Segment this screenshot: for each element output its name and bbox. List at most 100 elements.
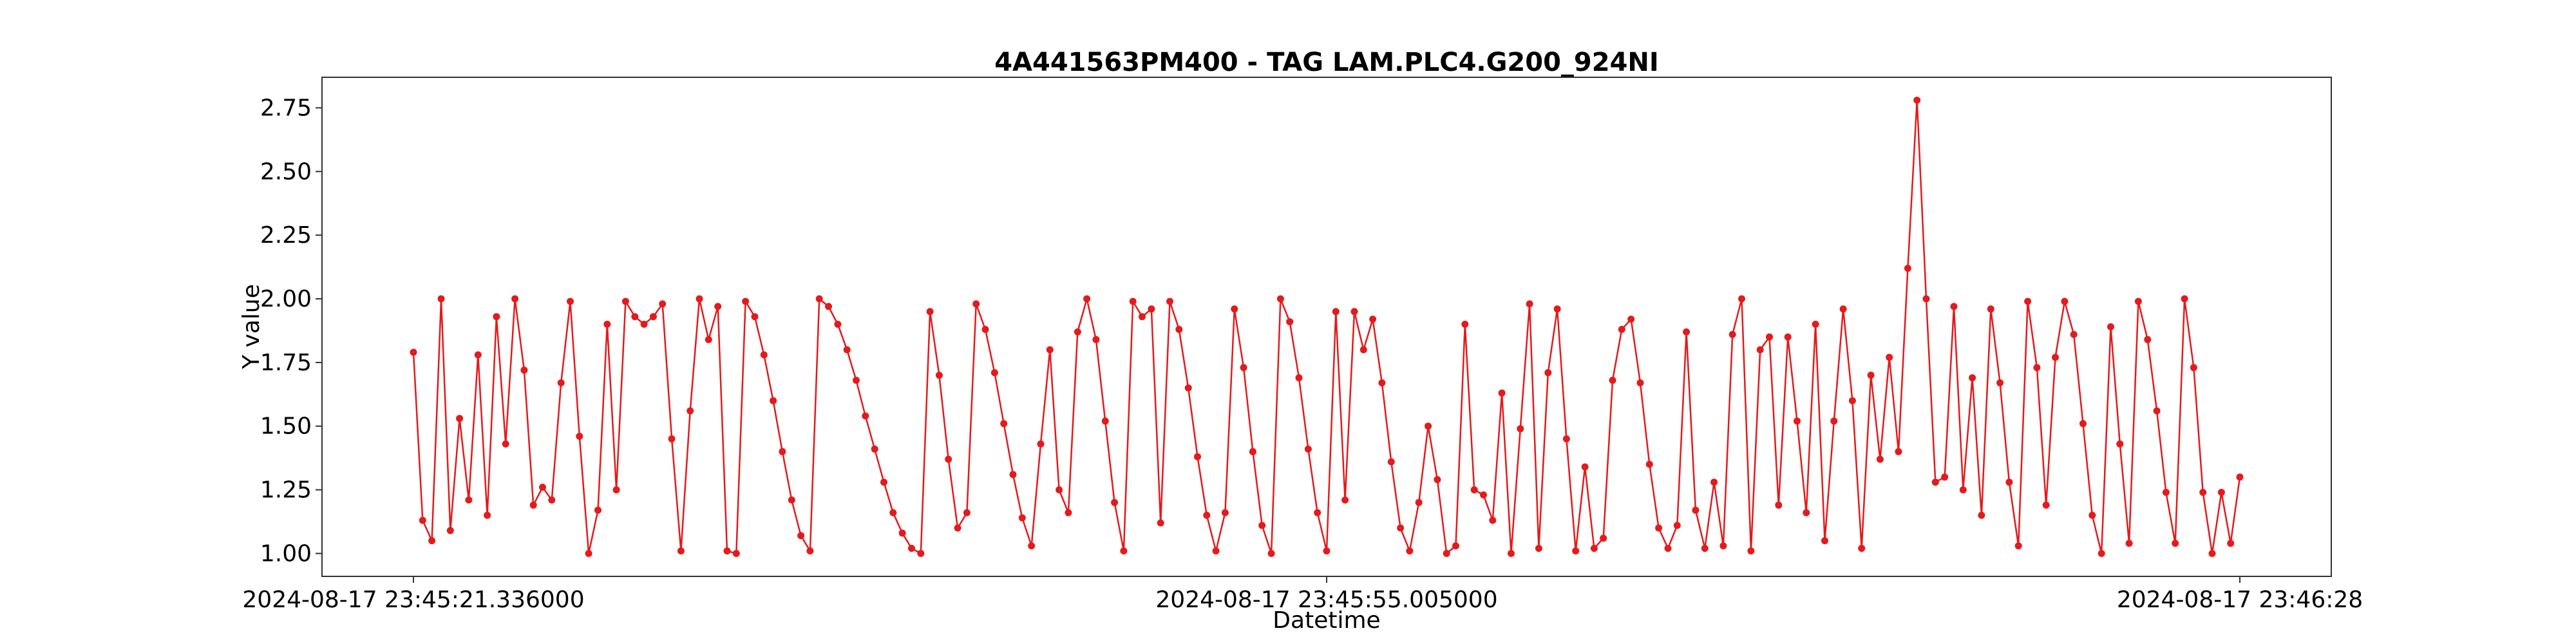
x-tick-label: 2024-08-17 23:45:21.336000 xyxy=(242,587,584,613)
data-point xyxy=(2116,440,2124,448)
data-point xyxy=(1074,328,1081,336)
data-point xyxy=(1719,542,1727,550)
data-point xyxy=(714,303,722,310)
data-point xyxy=(880,478,887,486)
data-point xyxy=(1397,524,1405,532)
data-point xyxy=(1221,509,1229,516)
data-point xyxy=(2107,323,2114,330)
data-point xyxy=(1775,501,1783,509)
data-point xyxy=(1415,498,1423,506)
data-point xyxy=(843,346,851,354)
data-point xyxy=(1544,369,1552,377)
data-point xyxy=(732,549,740,557)
data-point xyxy=(1590,545,1598,552)
data-point xyxy=(797,532,805,540)
data-point xyxy=(1480,491,1487,498)
data-point xyxy=(621,298,629,305)
data-point xyxy=(1166,298,1173,305)
data-point xyxy=(567,298,574,305)
data-point xyxy=(1203,511,1211,519)
data-point xyxy=(1839,305,1847,313)
data-point xyxy=(484,511,491,519)
data-point xyxy=(1470,486,1478,494)
data-point xyxy=(520,366,528,374)
data-point xyxy=(1489,516,1497,524)
data-point xyxy=(1341,496,1349,504)
data-point xyxy=(1692,506,1700,514)
data-point xyxy=(649,313,657,321)
data-point xyxy=(502,440,509,448)
data-point xyxy=(1443,549,1450,557)
data-point xyxy=(1028,542,1036,550)
data-point xyxy=(2190,364,2197,372)
data-point xyxy=(557,379,565,386)
data-point xyxy=(1636,379,1644,386)
x-tick-label: 2024-08-17 23:45:55.005000 xyxy=(1155,587,1497,613)
data-point xyxy=(1101,417,1109,425)
data-point xyxy=(1562,435,1570,442)
data-point xyxy=(1323,547,1331,554)
data-point xyxy=(1848,397,1856,404)
data-point xyxy=(1425,422,1432,430)
x-tick-label: 2024-08-17 23:46:28 xyxy=(2117,587,2363,613)
data-point xyxy=(990,369,998,377)
data-point xyxy=(1959,486,1967,494)
data-point xyxy=(972,300,980,308)
data-point xyxy=(437,295,445,303)
data-point xyxy=(1295,374,1303,382)
data-point xyxy=(2172,540,2179,547)
y-axis-label: Y value xyxy=(238,284,265,370)
data-point xyxy=(1129,298,1137,305)
data-point xyxy=(806,547,814,554)
data-point xyxy=(1350,308,1358,316)
data-point xyxy=(585,549,592,557)
data-point xyxy=(2199,489,2207,496)
data-point xyxy=(1508,549,1515,557)
data-point xyxy=(751,313,759,321)
data-point xyxy=(1812,321,1819,328)
data-point xyxy=(1018,514,1026,522)
data-point xyxy=(1710,478,1718,486)
data-point xyxy=(1886,354,1893,361)
data-point xyxy=(1876,455,1884,463)
data-point xyxy=(1378,379,1386,386)
data-point xyxy=(1931,478,1939,486)
data-point xyxy=(594,506,601,514)
data-point xyxy=(1673,522,1681,529)
data-point xyxy=(862,412,869,420)
data-point xyxy=(1941,473,1949,481)
data-point xyxy=(834,321,842,328)
data-point xyxy=(1655,524,1663,532)
data-point xyxy=(954,524,961,532)
data-point xyxy=(2052,354,2059,361)
y-tick-label: 2.50 xyxy=(260,158,312,185)
data-point xyxy=(1111,498,1119,506)
data-point xyxy=(1738,295,1745,303)
data-point xyxy=(2144,336,2152,343)
data-point xyxy=(677,547,685,554)
data-point xyxy=(1037,440,1045,448)
data-point xyxy=(576,433,583,440)
data-point xyxy=(2098,549,2105,557)
data-point xyxy=(511,295,519,303)
data-point xyxy=(1581,463,1589,471)
data-point xyxy=(1913,97,1921,104)
data-point xyxy=(456,415,464,422)
data-point xyxy=(705,336,712,343)
data-point xyxy=(2024,298,2032,305)
data-point xyxy=(1895,448,1902,455)
y-tick-label: 1.00 xyxy=(260,540,312,567)
x-axis-label: Datetime xyxy=(1273,607,1380,634)
data-point xyxy=(1526,300,1533,308)
y-tick-label: 2.25 xyxy=(260,222,312,249)
data-point xyxy=(1535,545,1542,552)
data-point xyxy=(2162,489,2170,496)
data-point xyxy=(1517,425,1524,433)
data-point xyxy=(815,295,823,303)
data-point xyxy=(1609,377,1616,384)
data-point xyxy=(1572,547,1580,554)
data-point xyxy=(1009,471,1017,478)
data-point xyxy=(1000,420,1008,428)
data-point xyxy=(1830,417,1838,425)
data-point xyxy=(1065,509,1072,516)
